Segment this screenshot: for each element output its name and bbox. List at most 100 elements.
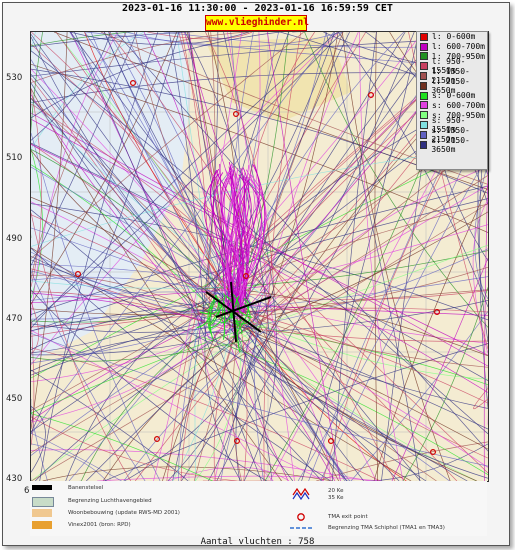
- flight-track: [31, 198, 488, 332]
- flight-track: [194, 282, 198, 481]
- y-tick-label: 450: [6, 394, 23, 404]
- flight-track: [222, 316, 488, 430]
- flight-track: [31, 32, 68, 430]
- tma-exit-marker: [153, 436, 160, 443]
- flight-track: [254, 297, 264, 481]
- approach-track: [219, 163, 230, 313]
- flight-track: [391, 257, 488, 481]
- y-tick-label: 530: [6, 73, 23, 83]
- flight-track: [235, 297, 248, 481]
- runway-key-label: Banenstelsel: [68, 485, 104, 491]
- flight-track: [301, 32, 420, 481]
- flight-track: [31, 132, 161, 481]
- approach-track: [231, 167, 243, 313]
- flight-track: [133, 32, 245, 328]
- tma-exit-marker: [129, 79, 136, 86]
- y-tick-label: 490: [6, 234, 23, 244]
- flight-track: [74, 32, 262, 481]
- legend-swatch: [420, 42, 428, 51]
- noise-35-label: 35 Ke: [328, 495, 344, 501]
- flight-track: [472, 199, 488, 354]
- noise-contour-icon: [292, 487, 310, 501]
- flight-track: [31, 73, 400, 481]
- flight-track: [195, 338, 242, 481]
- flight-track: [255, 314, 488, 404]
- flight-track: [31, 449, 371, 481]
- flight-track: [97, 475, 382, 481]
- flight-track: [31, 212, 132, 481]
- tma-exit-marker: [434, 309, 441, 316]
- housing-key-label: Woonbebouwing (update RWS-MD 2001): [68, 510, 180, 516]
- flight-track: [31, 32, 43, 238]
- flight-track: [31, 201, 488, 468]
- tma-boundary-key-label: Begrenzing TMA Schiphol (TMA1 en TMA3): [328, 525, 445, 531]
- tma-exit-marker: [243, 273, 250, 280]
- flight-track: [31, 32, 119, 318]
- housing-swatch: [32, 509, 52, 517]
- flight-track: [126, 32, 342, 48]
- legend-swatch: [420, 101, 428, 110]
- flight-track: [34, 322, 243, 481]
- legend-swatch: [420, 52, 428, 61]
- flight-track: [402, 287, 488, 481]
- flight-track: [217, 331, 477, 481]
- flight-track: [229, 324, 488, 409]
- legend-swatch: [420, 140, 428, 149]
- flight-track: [31, 32, 335, 435]
- flight-track: [227, 32, 327, 303]
- flight-track: [31, 148, 230, 295]
- flight-track: [247, 323, 488, 386]
- legend-swatch: [420, 91, 428, 100]
- departure-track: [196, 314, 212, 328]
- flight-track: [84, 32, 229, 296]
- approach-track: [234, 174, 252, 313]
- flight-track: [31, 94, 204, 324]
- noise-20-label: 20 Ke: [328, 488, 344, 494]
- flight-track: [184, 32, 270, 332]
- tma-boundary-icon: [290, 527, 312, 529]
- flight-track: [197, 316, 274, 481]
- flight-track: [65, 303, 198, 481]
- flight-track: [274, 286, 458, 481]
- departure-track: [231, 293, 241, 313]
- flight-track: [31, 196, 218, 300]
- flight-track: [264, 166, 488, 308]
- tma-exit-marker: [234, 438, 241, 445]
- flight-track: [31, 329, 325, 481]
- flight-track: [224, 325, 488, 342]
- legend-item: s: 0-600m: [417, 91, 487, 101]
- flight-track: [229, 32, 315, 286]
- flight-track: [31, 59, 229, 324]
- flight-track: [31, 142, 488, 379]
- flight-track: [31, 32, 305, 259]
- approach-track: [227, 169, 263, 313]
- flight-track: [304, 32, 488, 328]
- flight-track: [213, 332, 294, 481]
- flight-track: [180, 336, 222, 481]
- flight-track: [203, 248, 488, 334]
- approach-track: [203, 173, 244, 313]
- approach-track: [228, 166, 249, 313]
- flight-track: [325, 32, 421, 481]
- legend-swatch: [420, 72, 428, 81]
- flight-track: [31, 78, 201, 315]
- flight-track: [269, 224, 488, 284]
- flight-track: [222, 335, 427, 481]
- flight-track: [84, 32, 255, 325]
- flight-track: [261, 300, 488, 333]
- legend-item: s: 700-950m: [417, 110, 487, 120]
- approach-track: [213, 172, 232, 313]
- flight-track: [228, 175, 488, 341]
- flight-track: [209, 336, 348, 481]
- approach-track: [227, 172, 246, 313]
- flight-track: [124, 330, 272, 481]
- flight-track: [31, 310, 261, 351]
- flight-track: [86, 300, 277, 481]
- legend-item: l: 1550-2150m: [417, 67, 487, 85]
- flight-track: [104, 343, 488, 481]
- departure-track: [209, 305, 214, 339]
- departure-track: [220, 297, 238, 324]
- site-link[interactable]: www.vlieghinder.nl: [205, 15, 309, 31]
- departure-track: [232, 298, 250, 339]
- legend-item: l: 0-600m: [417, 32, 487, 42]
